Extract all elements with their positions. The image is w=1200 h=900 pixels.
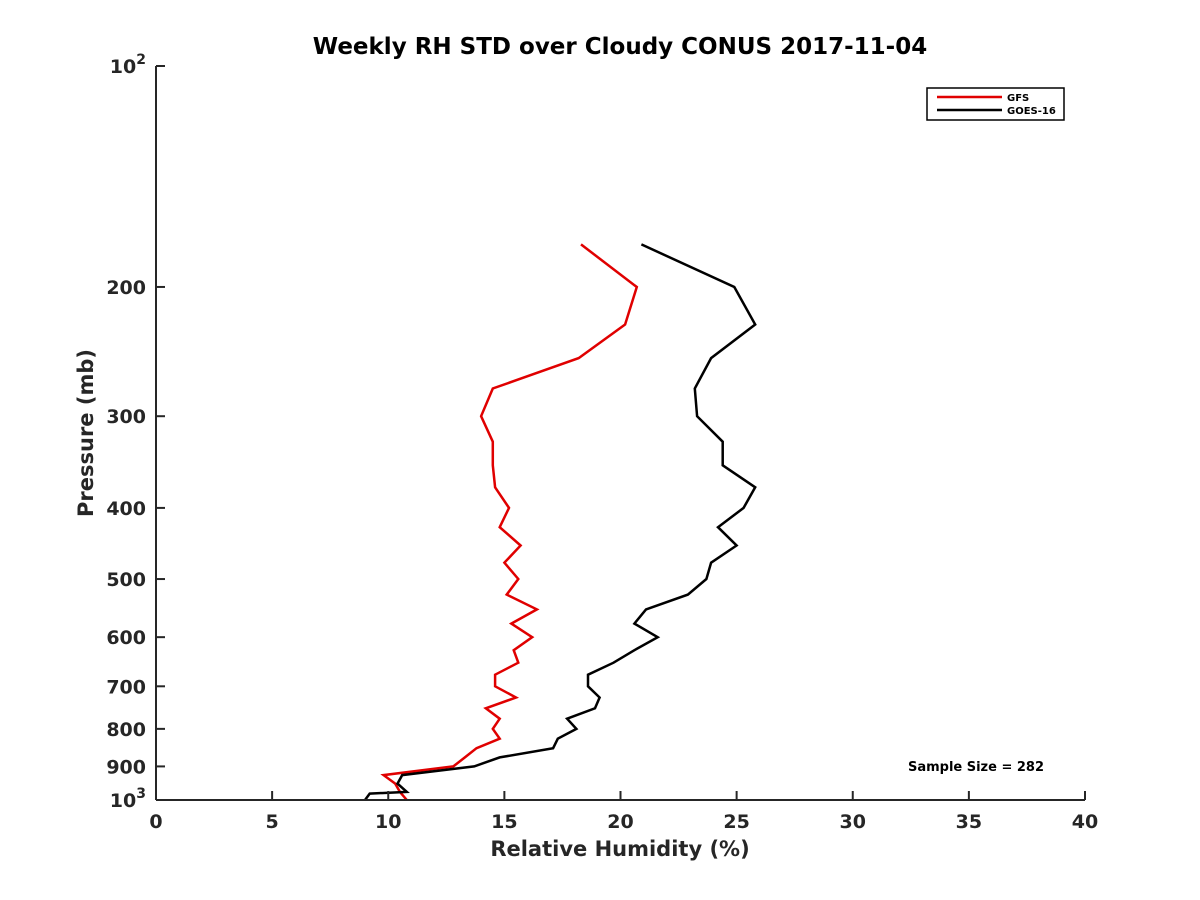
y-tick-label: 103 <box>110 786 146 812</box>
y-tick-exponent: 3 <box>136 786 146 802</box>
y-tick-exponent: 2 <box>136 52 146 68</box>
x-tick-label: 5 <box>266 811 279 833</box>
x-tick-label: 20 <box>607 811 633 833</box>
sample-size-annotation: Sample Size = 282 <box>908 760 1044 775</box>
plot-area <box>363 243 757 801</box>
y-tick-label: 900 <box>106 756 146 778</box>
legend-label-goes16: GOES-16 <box>1007 106 1056 117</box>
y-tick-label: 800 <box>106 719 146 741</box>
x-tick-label: 40 <box>1072 811 1098 833</box>
x-tick-label: 30 <box>840 811 866 833</box>
y-axis-label: Pressure (mb) <box>74 349 98 517</box>
x-tick-label: 25 <box>723 811 749 833</box>
y-tick-label: 200 <box>106 277 146 299</box>
y-tick-label: 102 <box>110 52 146 78</box>
x-ticks: 0 5 10 15 20 25 30 35 40 <box>149 791 1098 833</box>
y-tick-label: 400 <box>106 498 146 520</box>
legend-box <box>926 87 1065 121</box>
y-tick-label: 600 <box>106 627 146 649</box>
x-tick-label: 15 <box>491 811 517 833</box>
x-tick-label: 35 <box>956 811 982 833</box>
y-tick-label: 500 <box>106 569 146 591</box>
legend: GFS GOES-16 <box>926 87 1065 121</box>
chart-title: Weekly RH STD over Cloudy CONUS 2017-11-… <box>313 34 927 60</box>
x-tick-label: 0 <box>149 811 162 833</box>
y-tick-base: 10 <box>110 56 136 78</box>
y-tick-label: 300 <box>106 406 146 428</box>
x-axis-label: Relative Humidity (%) <box>490 837 749 861</box>
y-tick-base: 10 <box>110 790 136 812</box>
legend-label-gfs: GFS <box>1007 93 1029 104</box>
y-tick-label: 700 <box>106 676 146 698</box>
series-line-goes16 <box>363 243 757 801</box>
series-line-gfs <box>380 243 639 801</box>
x-tick-label: 10 <box>375 811 401 833</box>
